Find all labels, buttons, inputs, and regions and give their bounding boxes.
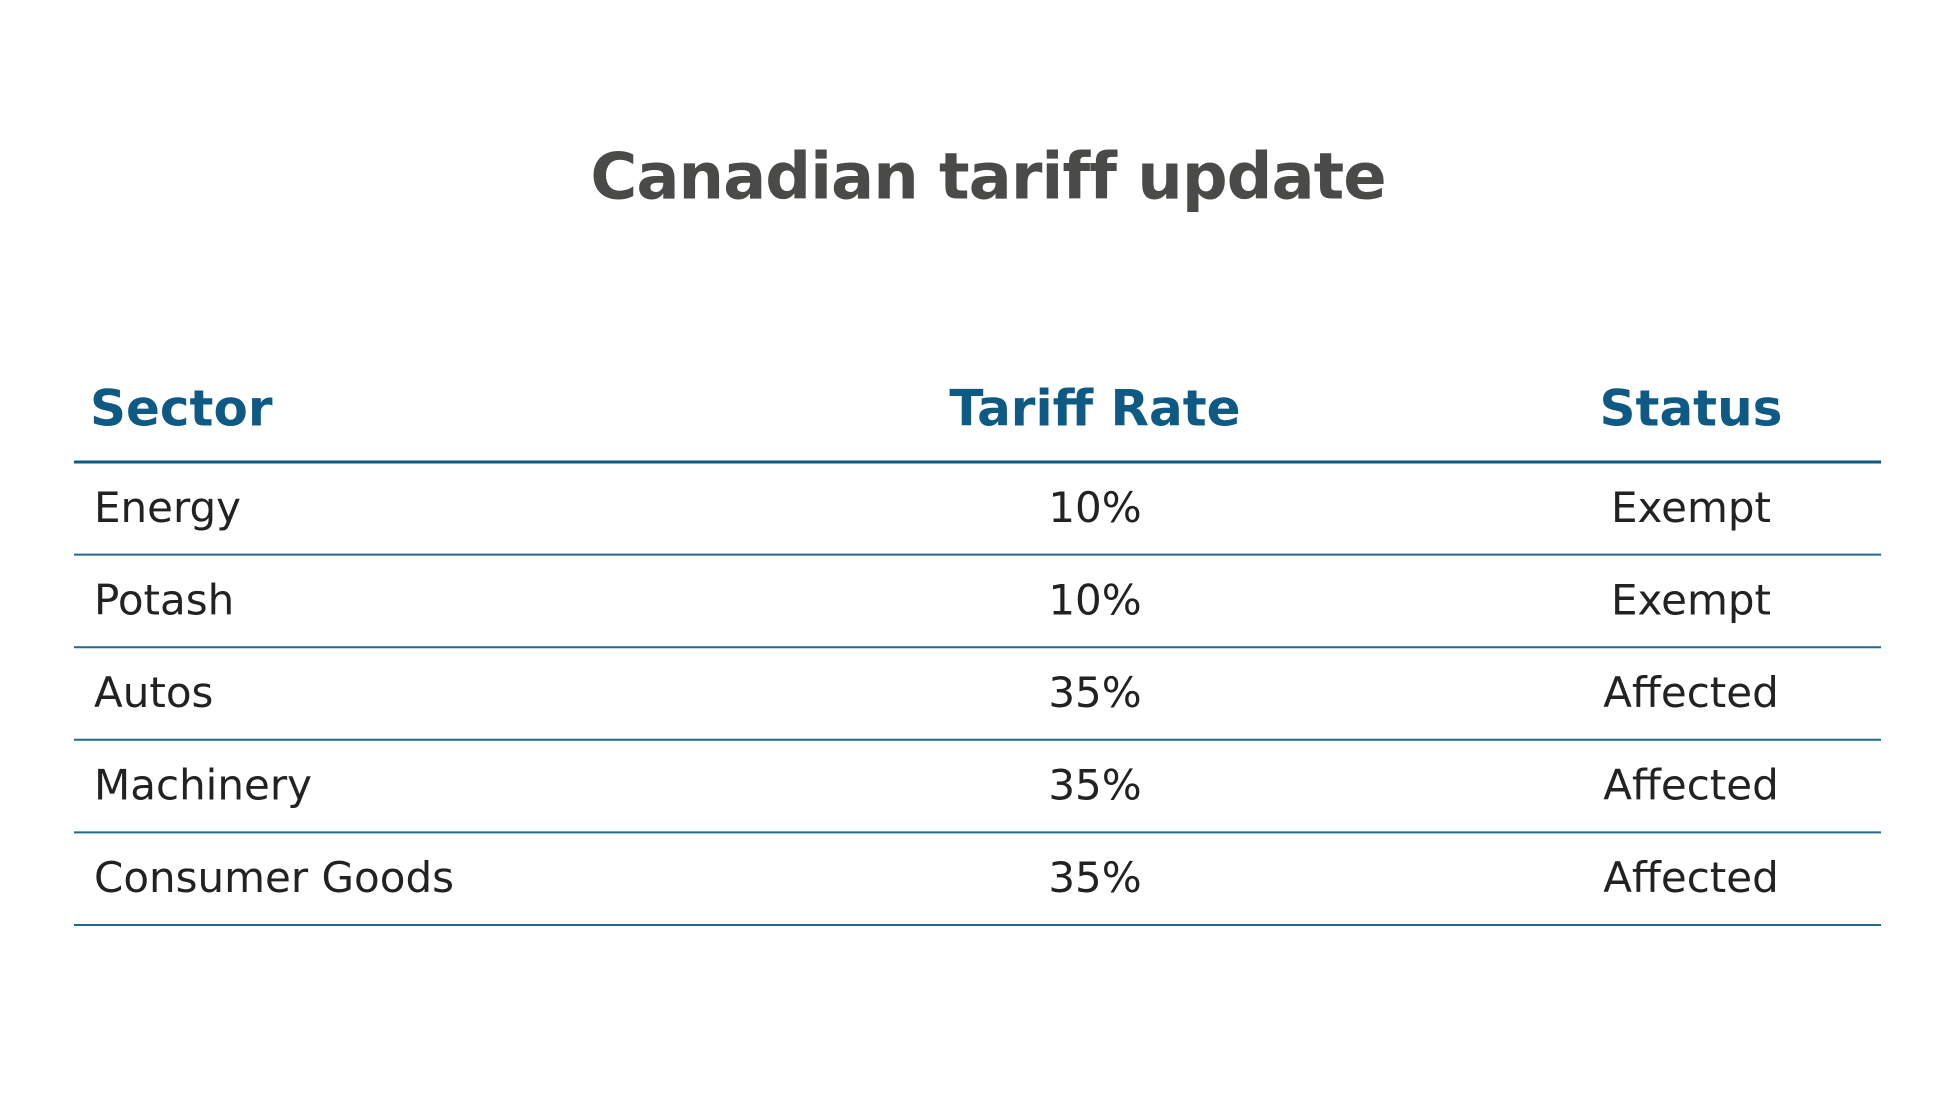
cell: Machinery	[94, 761, 312, 810]
cell: Autos	[94, 668, 213, 717]
cell: 35%	[1048, 853, 1141, 902]
title: Canadian tariff update	[590, 141, 1385, 215]
cell: Energy	[94, 483, 241, 532]
cell: 10%	[1048, 483, 1141, 532]
cell: Affected	[1603, 853, 1779, 902]
cell: Affected	[1603, 761, 1779, 810]
column-header: Sector	[90, 380, 273, 438]
cell: Consumer Goods	[94, 853, 454, 902]
column-header: Tariff Rate	[949, 380, 1240, 438]
cell: Exempt	[1611, 483, 1771, 532]
cell: Exempt	[1611, 575, 1771, 624]
cell: Affected	[1603, 668, 1779, 717]
cell: Potash	[94, 575, 234, 624]
cell: 35%	[1048, 761, 1141, 810]
cell: 10%	[1048, 575, 1141, 624]
column-header: Status	[1600, 380, 1783, 438]
cell: 35%	[1048, 668, 1141, 717]
